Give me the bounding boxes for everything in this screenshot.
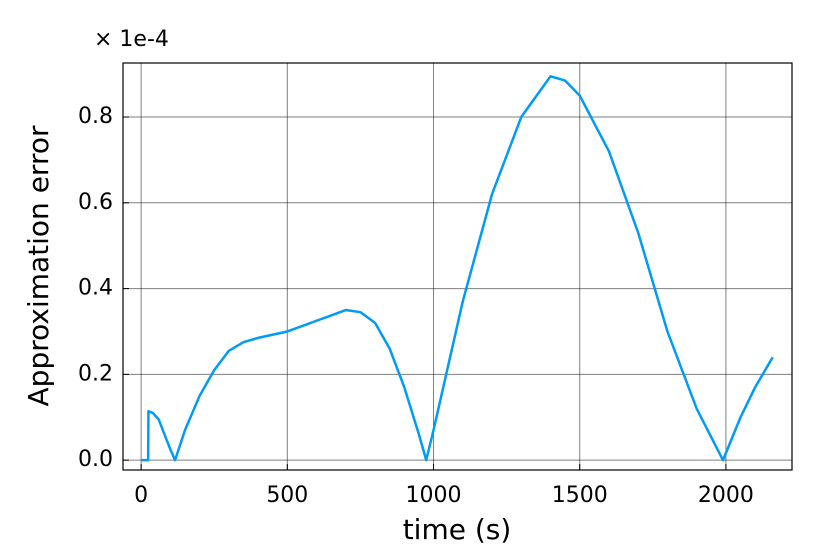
y-tick-label: 0.4 <box>78 276 113 301</box>
x-tick-label: 2000 <box>698 483 754 508</box>
y-tick-label: 0.2 <box>78 361 113 386</box>
y-tick-label: 0.8 <box>78 104 113 129</box>
x-tick-label: 1000 <box>406 483 462 508</box>
data-line <box>141 75 774 462</box>
x-tick-label: 1500 <box>552 483 608 508</box>
y-axis-label: Approximation error <box>22 125 55 406</box>
y-tick-label: 0.6 <box>78 190 113 215</box>
x-tick-label: 0 <box>134 483 148 508</box>
y-multiplier: × 1e-4 <box>94 27 169 52</box>
x-axis-label: time (s) <box>403 513 512 546</box>
x-tick-label: 500 <box>266 483 308 508</box>
plot-frame <box>122 62 793 471</box>
y-tick-label: 0.0 <box>78 447 113 472</box>
